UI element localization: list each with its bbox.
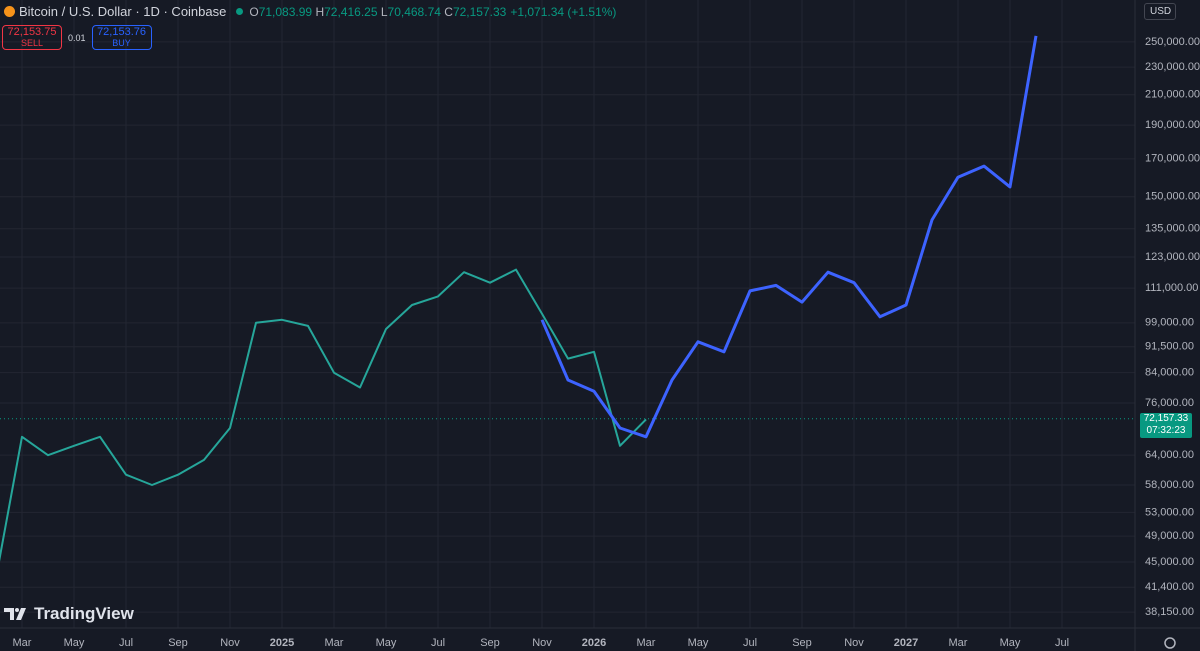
- change: +1,071.34 (+1.51%): [510, 4, 617, 19]
- spread: 0.01: [68, 32, 86, 43]
- price-tag: 72,157.33 07:32:23: [1140, 412, 1192, 438]
- ohlc-value: 70,468.74: [387, 4, 441, 19]
- currency-button[interactable]: USD: [1144, 3, 1176, 20]
- x-tick-label: Mar: [949, 637, 968, 649]
- trade-panel: 72,153.75 SELL 0.01 72,153.76 BUY: [2, 25, 152, 50]
- countdown: 07:32:23: [1146, 424, 1186, 436]
- ohlc-key: H: [315, 4, 325, 19]
- axes: 250,000.00 230,000.00 210,000.00 190,000.00…: [13, 36, 1200, 649]
- ohlc-key: O: [249, 4, 259, 19]
- x-tick-label: Sep: [168, 637, 188, 649]
- symbol-title: Bitcoin / U.S. Dollar · 1D · Coinbase: [19, 4, 227, 19]
- x-tick-label: Jul: [743, 637, 757, 649]
- x-tick-label: Mar: [13, 637, 32, 649]
- y-tick-label: 111,000.00: [1145, 282, 1198, 294]
- sell-label: SELL: [20, 37, 44, 48]
- grid: [0, 0, 1135, 628]
- settings-icon[interactable]: [1164, 637, 1176, 649]
- x-tick-label: Jul: [431, 637, 445, 649]
- watermark: TradingView: [4, 604, 134, 624]
- y-tick-label: 91,500.00: [1145, 341, 1194, 353]
- watermark-text: TradingView: [34, 604, 134, 623]
- ohlc: O71,083.99 H72,416.25 L70,468.74 C72,157…: [249, 5, 506, 19]
- ohlc-value: 72,416.25: [324, 4, 378, 19]
- x-tick-label: May: [688, 637, 709, 649]
- y-tick-label: 45,000.00: [1145, 556, 1194, 568]
- y-tick-label: 230,000.00: [1145, 61, 1200, 73]
- y-tick-label: 84,000.00: [1145, 367, 1194, 379]
- status-dot: [236, 8, 244, 15]
- y-tick-label: 210,000.00: [1145, 89, 1200, 101]
- x-tick-label: Nov: [220, 637, 240, 649]
- x-tick-label: 2026: [582, 637, 606, 649]
- y-tick-label: 99,000.00: [1145, 317, 1194, 329]
- ohlc-value: 72,157.33: [452, 4, 507, 19]
- x-tick-label: May: [1000, 637, 1021, 649]
- x-tick-label: May: [376, 637, 397, 649]
- x-tick-label: 2025: [270, 637, 294, 649]
- y-tick-label: 76,000.00: [1145, 397, 1194, 409]
- y-tick-label: 170,000.00: [1145, 153, 1200, 165]
- y-tick-label: 123,000.00: [1145, 251, 1200, 263]
- sell-price: 72,153.75: [7, 25, 57, 38]
- logo: [4, 608, 26, 620]
- buy-label: BUY: [112, 37, 131, 48]
- buy-button[interactable]: 72,153.76 BUY: [91, 25, 152, 50]
- currency: USD: [1150, 6, 1172, 17]
- ohlc-key: C: [444, 4, 453, 19]
- y-tick-label: 38,150.00: [1145, 606, 1194, 618]
- x-tick-label: Nov: [532, 637, 552, 649]
- plot: [0, 35, 1135, 562]
- y-tick-label: 49,000.00: [1145, 530, 1194, 542]
- sell-button[interactable]: 72,153.75 SELL: [2, 25, 62, 50]
- last-price-label: 72,157.33: [1143, 412, 1189, 424]
- x-tick-label: Mar: [637, 637, 656, 649]
- y-tick-label: 41,400.00: [1145, 581, 1194, 593]
- x-tick-label: Jul: [119, 637, 133, 649]
- ohlc-value: 71,083.99: [258, 4, 313, 19]
- y-tick-label: 64,000.00: [1145, 449, 1194, 461]
- ohlc-key: L: [380, 4, 388, 19]
- y-tick-label: 250,000.00: [1145, 36, 1200, 48]
- y-tick-label: 53,000.00: [1145, 506, 1194, 518]
- price-line: [540, 35, 1038, 439]
- x-tick-label: Nov: [844, 637, 864, 649]
- y-tick-label: 150,000.00: [1145, 191, 1200, 203]
- price-line: [0, 268, 647, 562]
- coin-icon: [4, 6, 15, 17]
- x-tick-label: Jul: [1055, 637, 1069, 649]
- buy-price: 72,153.76: [97, 25, 146, 38]
- header: Bitcoin / U.S. Dollar · 1D · Coinbase O7…: [4, 4, 616, 19]
- x-tick-label: Sep: [480, 637, 500, 649]
- y-tick-label: 135,000.00: [1145, 223, 1200, 235]
- x-tick-label: May: [64, 637, 85, 649]
- x-tick-label: 2027: [894, 637, 918, 649]
- x-tick-label: Sep: [792, 637, 812, 649]
- y-tick-label: 58,000.00: [1145, 479, 1194, 491]
- y-tick-label: 190,000.00: [1145, 119, 1200, 131]
- x-tick-label: Mar: [325, 637, 344, 649]
